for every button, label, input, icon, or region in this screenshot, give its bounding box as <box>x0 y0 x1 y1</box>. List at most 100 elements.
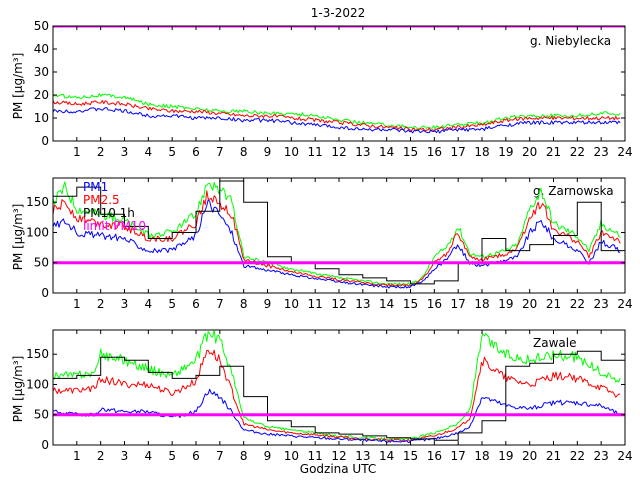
x-tick-label: 21 <box>546 449 561 463</box>
x-tick-label: 3 <box>121 449 129 463</box>
x-tick-label: 12 <box>331 449 346 463</box>
x-tick-label: 22 <box>570 297 585 311</box>
x-tick-label: 8 <box>240 449 248 463</box>
legend-entry: PM2.5 <box>83 193 120 207</box>
x-tick-label: 10 <box>284 145 299 159</box>
x-tick-label: 17 <box>451 297 466 311</box>
plot-area <box>53 180 625 289</box>
panel-zarnowska: g. Zarnowska PM [µg/m³] 1 2 3 4 5 6 7 8 9 10 11 12 1… <box>11 177 633 311</box>
series-pm1 <box>53 199 621 289</box>
x-tick-label: 2 <box>97 145 105 159</box>
panel-zawale: Zawale PM [µg/m³] 1 2 3 4 5 6 7 8 9 10 11 12 13 14 15 1… <box>11 329 633 463</box>
y-axis-label: PM [µg/m³] <box>11 356 25 423</box>
x-tick-label: 8 <box>240 297 248 311</box>
legend-entry: limit PM10 <box>83 219 146 233</box>
x-tick-label: 11 <box>308 297 323 311</box>
figure-title: 1-3-2022 <box>311 6 365 20</box>
x-tick-label: 14 <box>379 449 394 463</box>
x-tick-label: 8 <box>240 145 248 159</box>
y-tick-label: 0 <box>41 438 49 452</box>
x-tick-label: 23 <box>594 297 609 311</box>
x-tick-label: 21 <box>546 297 561 311</box>
series-pm1 <box>53 107 621 134</box>
x-tick-label: 17 <box>451 145 466 159</box>
x-tick-label: 16 <box>427 145 442 159</box>
x-tick-label: 10 <box>284 297 299 311</box>
y-tick-label: 30 <box>34 65 49 79</box>
x-tick-label: 6 <box>192 449 200 463</box>
series-pm10 <box>53 330 621 441</box>
x-tick-label: 13 <box>355 297 370 311</box>
x-tick-label: 18 <box>474 145 489 159</box>
series-pm10-1h-step <box>53 350 625 441</box>
x-tick-label: 9 <box>264 297 272 311</box>
y-tick-label: 50 <box>34 408 49 422</box>
y-tick-label: 150 <box>26 347 49 361</box>
x-tick-label: 14 <box>379 297 394 311</box>
y-tick-label: 50 <box>34 19 49 33</box>
x-tick-label: 1 <box>73 297 81 311</box>
x-tick-label: 16 <box>427 297 442 311</box>
y-axis-label: PM [µg/m³] <box>11 53 25 120</box>
x-tick-label: 20 <box>522 145 537 159</box>
x-tick-label: 15 <box>403 145 418 159</box>
y-tick-label: 10 <box>34 111 49 125</box>
x-tick-label: 3 <box>121 145 129 159</box>
station-label: g. Zarnowska <box>533 184 614 198</box>
x-tick-label: 19 <box>498 449 513 463</box>
x-tick-label: 19 <box>498 297 513 311</box>
y-tick-label: 40 <box>34 42 49 56</box>
x-tick-label: 6 <box>192 297 200 311</box>
x-tick-label: 11 <box>308 449 323 463</box>
x-tick-label: 7 <box>216 145 224 159</box>
x-tick-label: 24 <box>617 145 632 159</box>
series-pm1 <box>53 388 621 443</box>
station-label: Zawale <box>533 336 576 350</box>
x-tick-label: 23 <box>594 145 609 159</box>
series-pm10-1h-step <box>53 180 625 285</box>
x-tick-label: 2 <box>97 297 105 311</box>
y-tick-label: 100 <box>26 377 49 391</box>
x-tick-label: 12 <box>331 145 346 159</box>
x-tick-label: 19 <box>498 145 513 159</box>
x-tick-label: 10 <box>284 449 299 463</box>
y-tick-label: 150 <box>26 195 49 209</box>
plot-area <box>53 330 625 443</box>
x-tick-label: 15 <box>403 449 418 463</box>
x-tick-label: 9 <box>264 145 272 159</box>
x-tick-label: 5 <box>168 449 176 463</box>
x-tick-label: 3 <box>121 297 129 311</box>
y-tick-label: 0 <box>41 134 49 148</box>
x-tick-label: 2 <box>97 449 105 463</box>
x-tick-label: 16 <box>427 449 442 463</box>
x-tick-label: 13 <box>355 449 370 463</box>
x-tick-label: 4 <box>145 449 153 463</box>
x-tick-label: 11 <box>308 145 323 159</box>
x-tick-label: 20 <box>522 449 537 463</box>
series-pm10 <box>53 181 621 286</box>
x-tick-label: 22 <box>570 145 585 159</box>
x-tick-label: 7 <box>216 297 224 311</box>
x-tick-label: 1 <box>73 449 81 463</box>
x-tick-label: 4 <box>145 297 153 311</box>
x-tick-label: 15 <box>403 297 418 311</box>
x-tick-label: 9 <box>264 449 272 463</box>
x-tick-label: 21 <box>546 145 561 159</box>
x-tick-label: 20 <box>522 297 537 311</box>
x-tick-label: 24 <box>617 297 632 311</box>
legend-entry: PM1 <box>83 180 108 194</box>
y-tick-label: 50 <box>34 256 49 270</box>
x-tick-label: 6 <box>192 145 200 159</box>
y-tick-label: 100 <box>26 225 49 239</box>
x-tick-label: 13 <box>355 145 370 159</box>
series-pm25 <box>53 349 621 442</box>
x-tick-label: 18 <box>474 297 489 311</box>
x-axis-label: Godzina UTC <box>300 462 376 476</box>
x-tick-label: 7 <box>216 449 224 463</box>
x-tick-label: 1 <box>73 145 81 159</box>
x-tick-label: 24 <box>617 449 632 463</box>
series-pm25 <box>53 190 621 287</box>
x-tick-label: 5 <box>168 145 176 159</box>
series-pm25 <box>53 99 621 132</box>
